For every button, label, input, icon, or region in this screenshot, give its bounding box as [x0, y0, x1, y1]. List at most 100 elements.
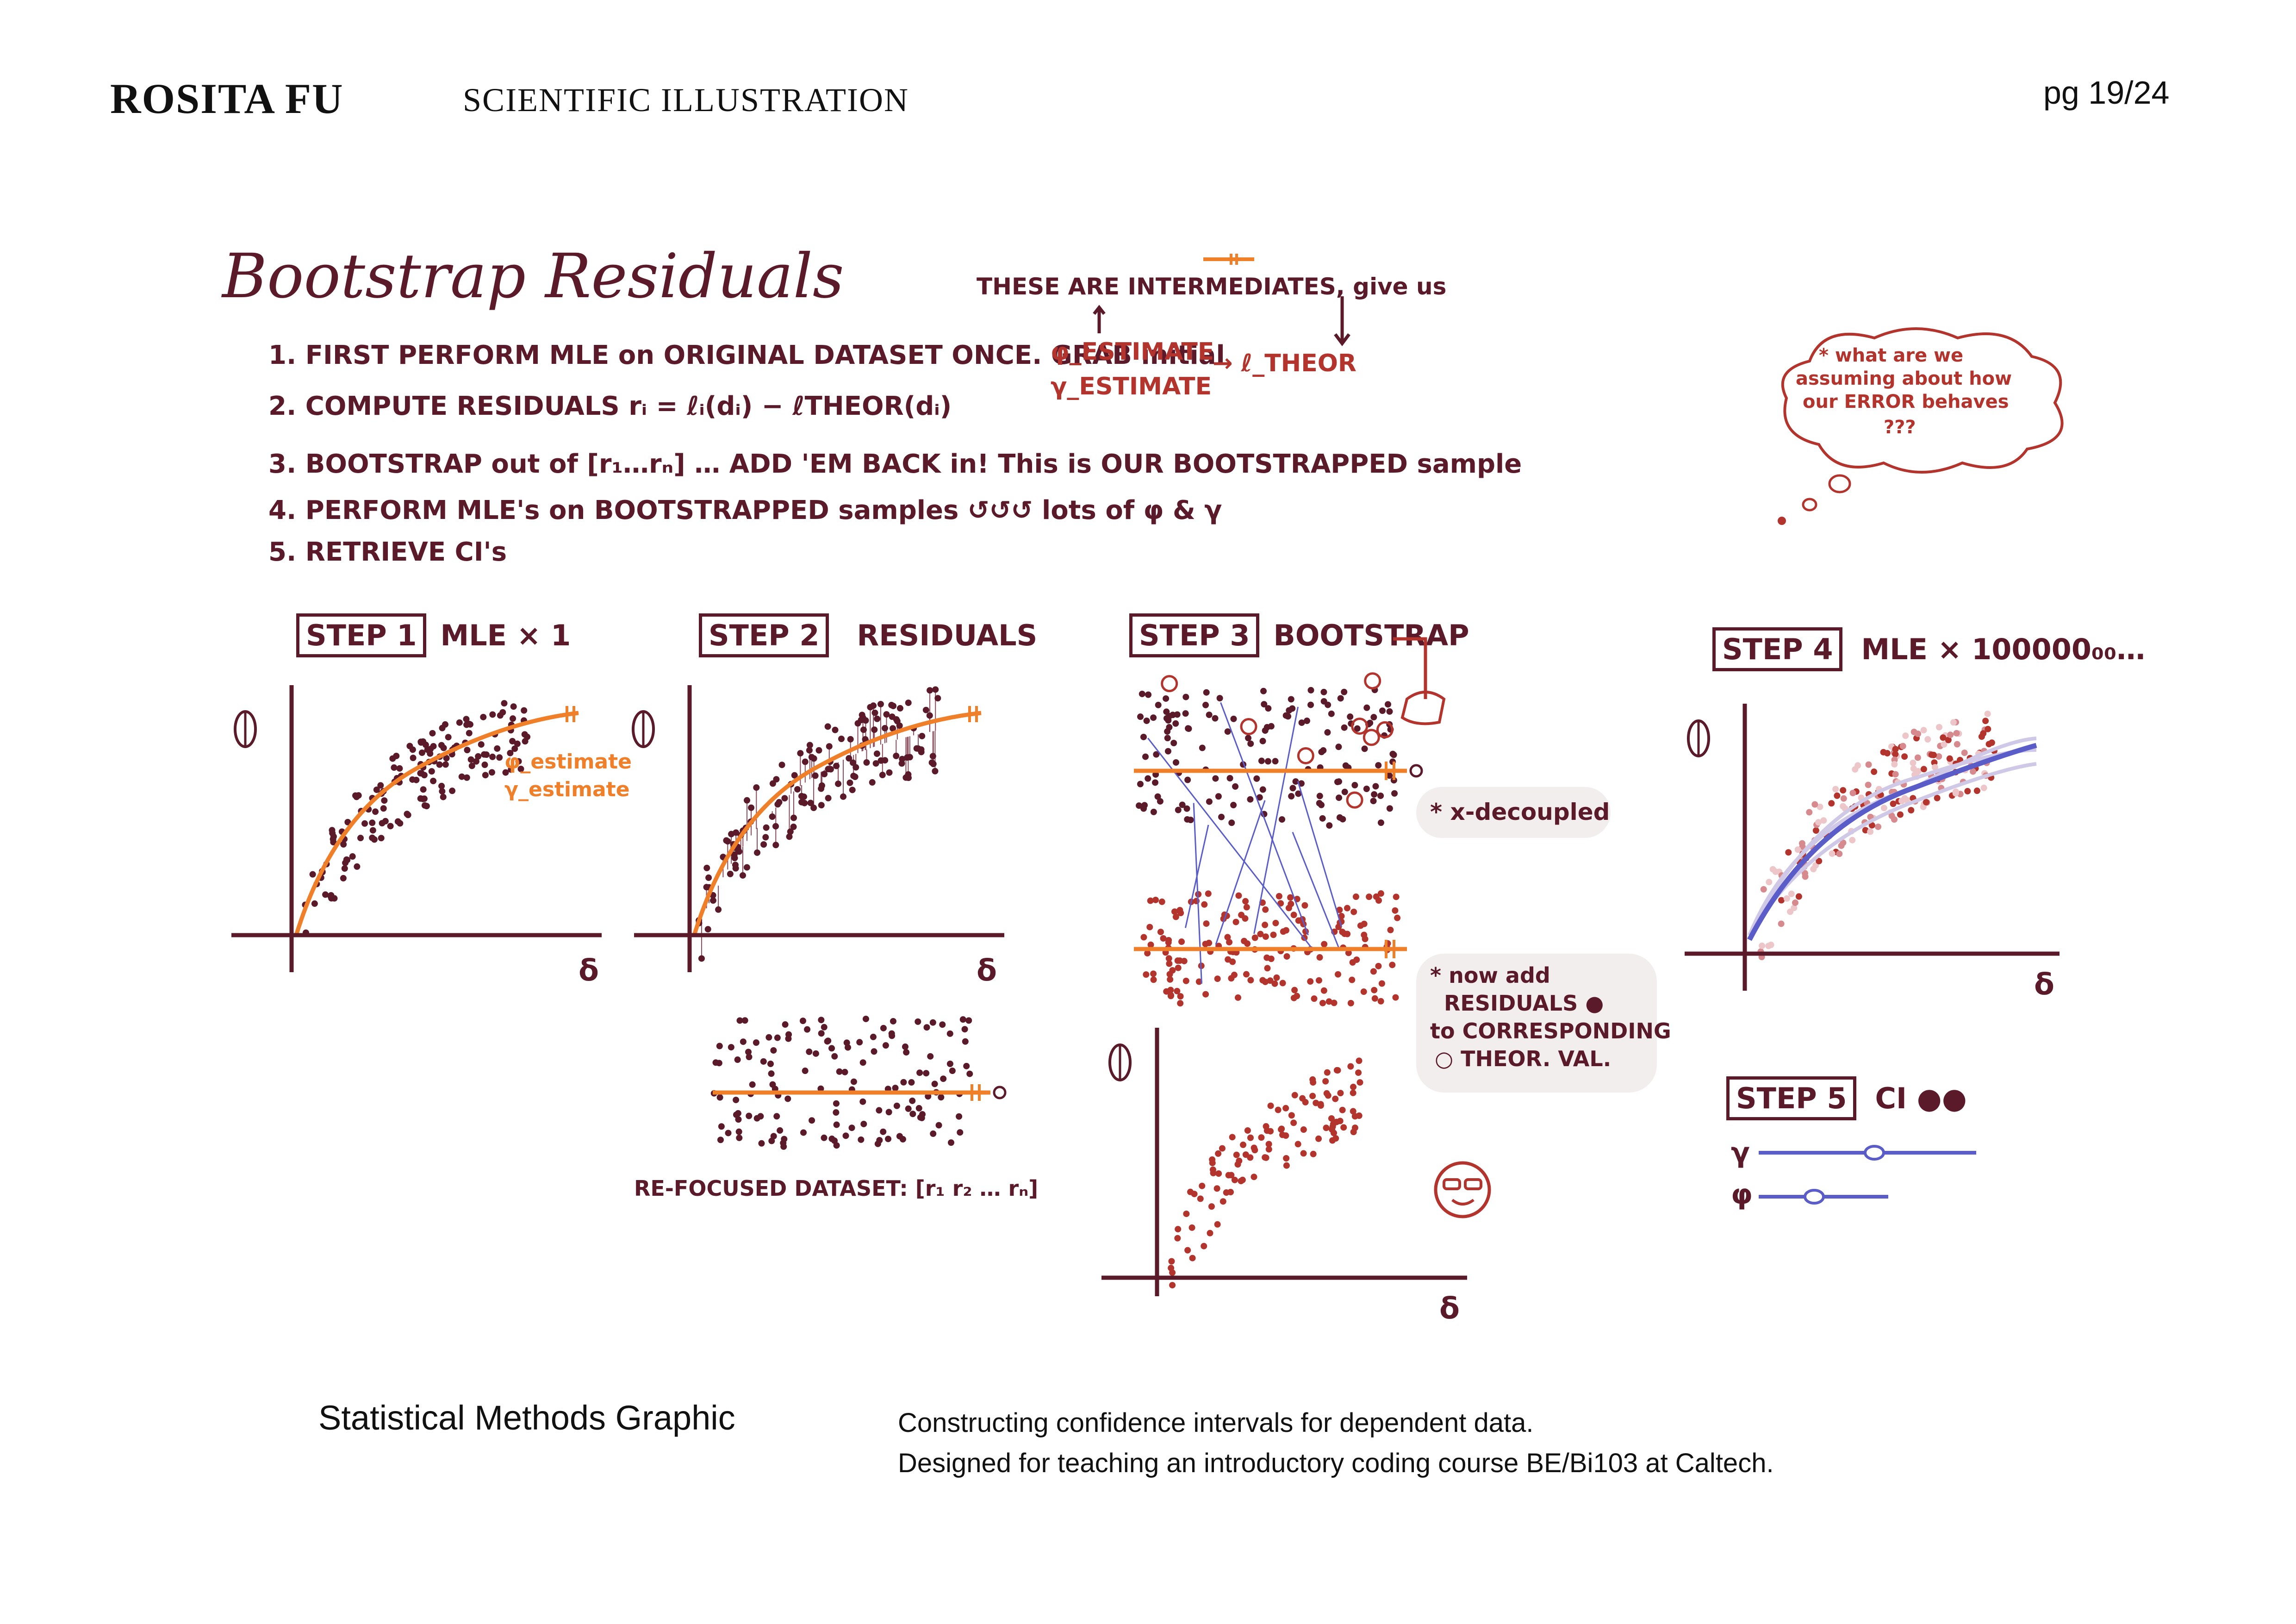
- mle-sample-point: [1892, 751, 1899, 758]
- bootstrap-point: [1261, 701, 1268, 708]
- data-point: [723, 837, 730, 844]
- residual-point: [963, 1062, 970, 1069]
- mle-sample-point: [1760, 886, 1767, 893]
- data-point: [430, 778, 437, 785]
- mle-sample-point: [1778, 920, 1785, 927]
- bootstrap-point: [1379, 707, 1386, 714]
- data-point: [515, 758, 522, 765]
- bootstrap-point: [1245, 735, 1252, 742]
- bootstrap-sample-point: [1262, 1154, 1269, 1161]
- bootstrap-point: [1366, 893, 1373, 900]
- bootstrap-point: [1384, 701, 1391, 708]
- data-point: [852, 764, 859, 771]
- bootstrap-point: [1377, 819, 1384, 826]
- bootstrap-point: [1172, 913, 1179, 920]
- data-point: [806, 747, 813, 754]
- sampled-circle: [1346, 791, 1363, 809]
- residual-point: [818, 1030, 825, 1037]
- mle-sample-point: [1973, 787, 1980, 794]
- mle-sample-point: [1953, 730, 1960, 737]
- bootstrap-point: [1272, 919, 1279, 926]
- bootstrap-point: [1307, 701, 1314, 708]
- residual-point: [956, 1113, 963, 1120]
- bootstrap-point: [1276, 893, 1282, 899]
- bootstrap-point: [1264, 965, 1271, 972]
- data-point: [391, 764, 398, 771]
- bootstrap-point: [1164, 728, 1171, 735]
- bootstrap-sample-point: [1356, 1079, 1363, 1086]
- data-point: [494, 745, 501, 752]
- bootstrap-sample-point: [1265, 1141, 1272, 1148]
- data-point: [467, 756, 474, 763]
- data-point: [475, 753, 482, 760]
- data-point: [743, 864, 750, 871]
- bootstrap-point: [1386, 708, 1393, 715]
- bootstrap-sample-point: [1227, 1189, 1234, 1196]
- mle-sample-point: [1880, 805, 1887, 812]
- data-point: [825, 795, 832, 802]
- residual-point: [717, 1137, 724, 1143]
- bootstrap-point: [1177, 910, 1184, 917]
- residual-point: [892, 1085, 899, 1092]
- bootstrap-point: [1228, 819, 1235, 826]
- data-point: [379, 820, 386, 827]
- bootstrap-point: [1140, 934, 1147, 941]
- data-point: [311, 900, 318, 907]
- bootstrap-point: [1262, 921, 1269, 928]
- mle-sample-point: [1964, 788, 1971, 795]
- bootstrap-sample-point: [1244, 1127, 1251, 1134]
- data-point: [396, 765, 403, 772]
- data-point: [489, 753, 496, 760]
- residual-point: [903, 1049, 910, 1056]
- thought-line-4: ???: [1884, 417, 1916, 438]
- bootstrap-point: [1335, 743, 1342, 750]
- bootstrap-point: [1150, 976, 1157, 983]
- residual-point: [843, 1039, 850, 1046]
- bootstrap-sample-point: [1258, 1134, 1265, 1141]
- bootstrap-point: [1341, 724, 1348, 731]
- residual-point: [916, 1069, 923, 1076]
- data-point: [354, 863, 361, 870]
- bootstrap-point: [1347, 713, 1354, 720]
- bootstrap-point: [1270, 931, 1277, 938]
- data-point: [890, 702, 897, 709]
- data-point: [773, 776, 780, 783]
- bootstrap-point: [1146, 924, 1153, 931]
- residual-point: [769, 1081, 776, 1088]
- step5-box: STEP 5: [1726, 1076, 1857, 1120]
- thought-line-1: * what are we: [1819, 345, 1964, 366]
- bootstrap-point: [1311, 995, 1318, 1002]
- bootstrap-point: [1265, 705, 1272, 712]
- data-point: [797, 750, 804, 757]
- bootstrap-point: [1290, 994, 1297, 1001]
- bootstrap-point: [1143, 971, 1150, 978]
- mle-sample-point: [1852, 766, 1859, 773]
- residual-point: [923, 1070, 930, 1077]
- residual-point: [780, 1143, 787, 1150]
- step2-x-axis: δ: [977, 954, 997, 988]
- bootstrap-point: [1372, 783, 1379, 790]
- data-point: [467, 721, 473, 728]
- bootstrap-point: [1153, 751, 1160, 758]
- bootstrap-sample-point: [1329, 1137, 1336, 1144]
- residual-point: [882, 1042, 889, 1049]
- bootstrap-point: [1158, 898, 1165, 905]
- residual-point: [930, 1130, 937, 1137]
- residual-point: [745, 1049, 752, 1056]
- data-point: [800, 793, 807, 800]
- bootstrap-point: [1251, 934, 1258, 941]
- data-point: [919, 732, 926, 739]
- residual-point: [817, 1085, 824, 1092]
- bootstrap-point: [1262, 906, 1269, 913]
- data-point: [344, 818, 351, 825]
- bootstrap-point: [1177, 993, 1184, 1000]
- data-point: [456, 719, 463, 726]
- bootstrap-point: [1262, 727, 1269, 734]
- data-point: [739, 872, 746, 879]
- mle-sample-point: [1941, 741, 1948, 748]
- bootstrap-point: [1361, 745, 1368, 752]
- residual-point: [931, 1081, 938, 1087]
- data-point: [732, 865, 739, 872]
- data-point: [871, 726, 878, 733]
- step3-add-line-1: * now add: [1430, 963, 1550, 988]
